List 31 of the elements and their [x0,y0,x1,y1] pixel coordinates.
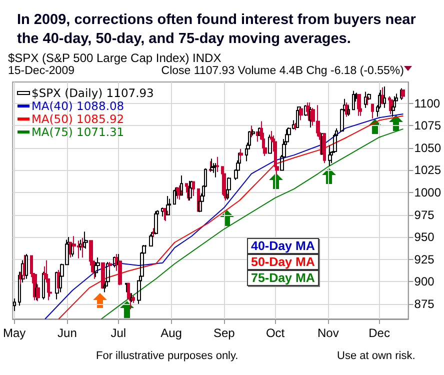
x-tick-label: May [2,326,26,340]
legend-label: MA(40) 1088.08 [32,99,124,113]
y-tick-label: 1025 [414,163,442,178]
chart-subtitle: $SPX (S&P 500 Large Cap Index) INDX [8,51,222,65]
x-tick-label: Nov [317,326,339,340]
x-tick-label: Dec [368,326,390,340]
text: 15-Dec-2009 [8,65,74,77]
legend-label: $SPX (Daily) 1107.93 [32,86,154,100]
text: For illustrative purposes only. [96,350,238,362]
y-tick-label: 900 [414,274,435,289]
y-tick-label: 1075 [414,118,442,133]
y-tick-label: 975 [414,208,435,222]
annotation: 75-Day MA [247,270,319,286]
annotation: 50-Day MA [247,254,319,270]
x-tick-label: Jun [58,326,77,340]
chart-title: In 2009, corrections often found interest from buyers near the 40-day, 50-day, and 75-day moving averages. [17,11,417,49]
x-tick-label: Aug [160,326,182,340]
y-tick-label: 950 [414,230,435,244]
y-tick-label: 875 [414,296,435,311]
x-tick-label: Oct [266,326,286,340]
legend-label: MA(50) 1085.92 [32,112,124,126]
text: Close 1107.93 Volume 4.4B Chg -6.18 (-0.55%) [161,65,404,77]
text: Use at own risk. [337,350,416,362]
y-tick-label: 1100 [414,96,440,110]
annotation: 40-Day MA [247,238,319,254]
legend-label: MA(75) 1071.31 [32,125,124,139]
y-tick-label: 1000 [414,185,442,200]
x-tick-label: Jul [110,326,126,340]
y-tick-label: 1050 [414,140,442,155]
x-tick-label: Sep [213,326,236,340]
y-tick-label: 925 [414,252,435,266]
